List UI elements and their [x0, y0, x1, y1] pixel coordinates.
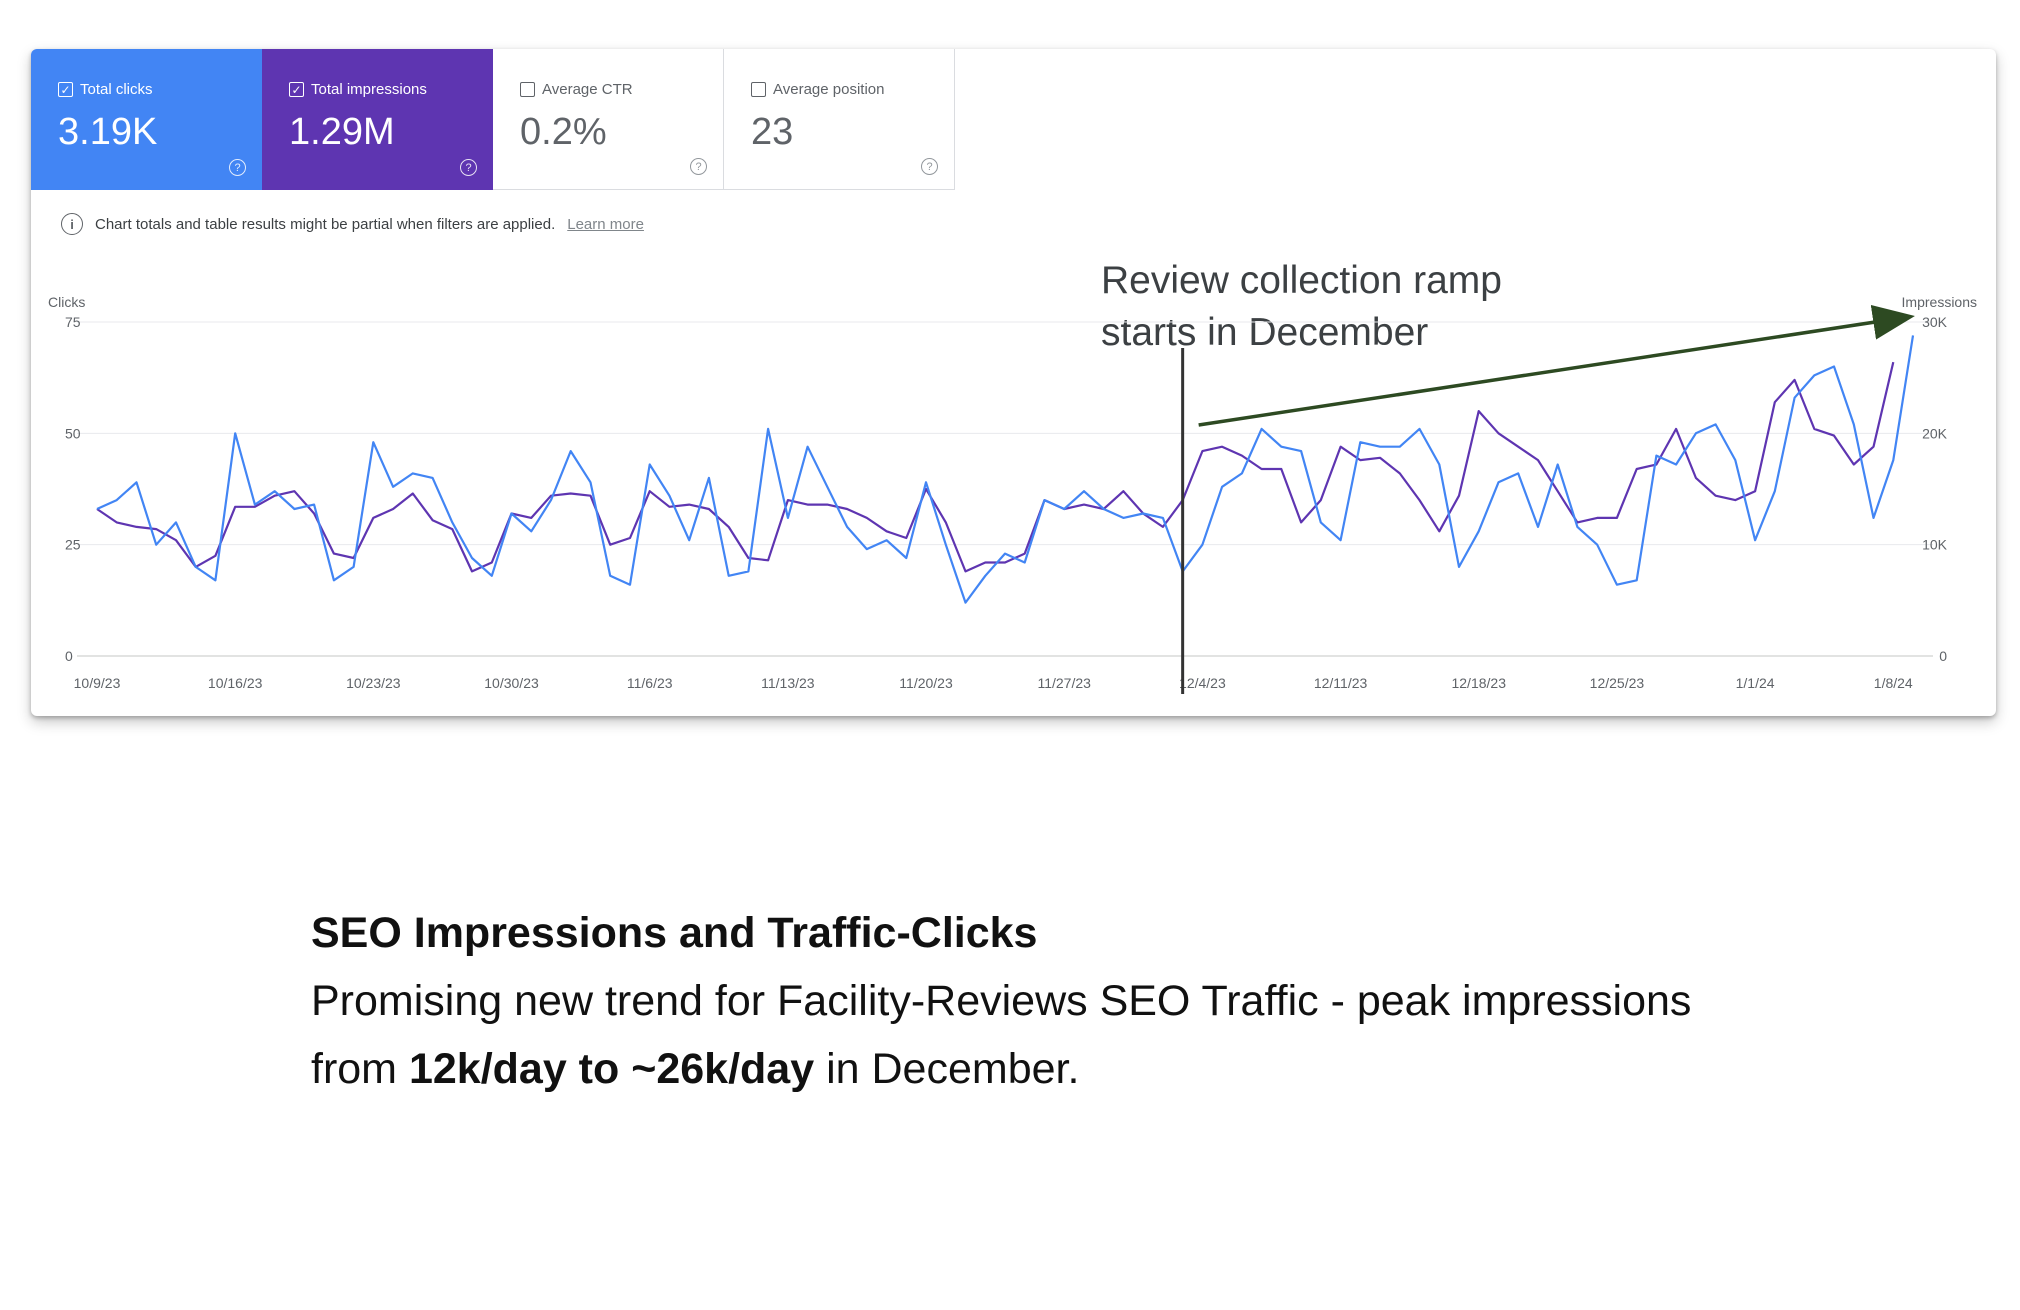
metric-total-impressions[interactable]: ✓ Total impressions 1.29M ?	[262, 49, 493, 190]
x-tick-label: 12/25/23	[1590, 675, 1645, 691]
right-tick-label: 30K	[1922, 314, 1948, 330]
x-tick-label: 11/20/23	[899, 675, 953, 691]
metric-label: Average position	[773, 81, 885, 98]
x-tick-label: 11/13/23	[761, 675, 815, 691]
caption-title: SEO Impressions and Traffic-Clicks	[311, 909, 1038, 957]
help-icon[interactable]: ?	[460, 159, 477, 176]
performance-card: ✓ Total clicks 3.19K ? ✓ Total impressions…	[31, 49, 1996, 716]
metric-value: 1.29M	[289, 111, 395, 153]
x-tick-label: 12/11/23	[1314, 675, 1368, 691]
left-tick-label: 75	[65, 314, 81, 330]
series-line-impressions	[96, 361, 1895, 573]
slide-caption: SEO Impressions and Traffic-Clicks Promi…	[311, 899, 1761, 1103]
trend-arrow	[1198, 304, 1915, 427]
checkbox-unchecked-icon[interactable]	[751, 82, 766, 97]
metric-value: 3.19K	[58, 111, 158, 153]
left-tick-label: 50	[65, 425, 81, 441]
caption-body: Promising new trend for Facility-Reviews…	[311, 967, 1761, 1103]
caption-highlight: 12k/day to ~26k/day	[408, 1045, 815, 1093]
x-tick-label: 1/1/24	[1736, 675, 1775, 691]
x-tick-label: 11/27/23	[1037, 675, 1091, 691]
metric-label: Total clicks	[80, 81, 153, 98]
right-tick-label: 10K	[1922, 537, 1948, 553]
x-tick-label: 10/30/23	[484, 675, 539, 691]
x-tick-label: 12/18/23	[1451, 675, 1506, 691]
metric-average-position[interactable]: Average position 23 ?	[724, 49, 955, 190]
learn-more-link[interactable]: Learn more	[567, 215, 644, 233]
annotation-line-2: starts in December	[1101, 311, 1429, 354]
help-icon[interactable]: ?	[921, 158, 938, 175]
metric-label: Average CTR	[542, 81, 633, 98]
x-tick-label: 10/9/23	[74, 675, 121, 691]
right-axis-title: Impressions	[1902, 294, 1977, 310]
series-line-clicks	[96, 335, 1915, 604]
performance-chart: 0 0 25 10K 50 20K 75 30K Clicks Impressions 10/9/2…	[48, 294, 1977, 694]
left-tick-label: 0	[65, 648, 73, 664]
x-tick-label: 12/4/23	[1179, 675, 1226, 691]
info-icon: i	[61, 213, 83, 235]
notice-text: Chart totals and table results might be …	[95, 215, 556, 233]
left-tick-label: 25	[65, 537, 81, 553]
caption-text-1: Promising new trend for Facility-Reviews…	[311, 977, 1692, 1093]
partial-results-notice: i Chart totals and table results might b…	[61, 213, 644, 235]
metric-total-clicks[interactable]: ✓ Total clicks 3.19K ?	[31, 49, 262, 190]
metric-value: 23	[751, 111, 794, 153]
x-tick-label: 10/23/23	[346, 675, 401, 691]
left-axis-title: Clicks	[48, 294, 85, 310]
x-tick-label: 11/6/23	[627, 675, 673, 691]
right-tick-label: 0	[1939, 648, 1947, 664]
metric-tabs: ✓ Total clicks 3.19K ? ✓ Total impressions…	[31, 49, 955, 190]
metric-value: 0.2%	[520, 111, 607, 153]
metric-label: Total impressions	[311, 81, 427, 98]
checkbox-checked-icon[interactable]: ✓	[58, 82, 73, 97]
x-tick-label: 10/16/23	[208, 675, 263, 691]
checkbox-unchecked-icon[interactable]	[520, 82, 535, 97]
annotation-line-1: Review collection ramp	[1101, 259, 1502, 302]
checkbox-checked-icon[interactable]: ✓	[289, 82, 304, 97]
chart-annotation: Review collection ramp starts in Decembe…	[1101, 255, 1621, 359]
x-tick-label: 1/8/24	[1874, 675, 1913, 691]
right-tick-label: 20K	[1922, 425, 1948, 441]
caption-text-2: in December.	[814, 1045, 1080, 1093]
help-icon[interactable]: ?	[690, 158, 707, 175]
help-icon[interactable]: ?	[229, 159, 246, 176]
metric-average-ctr[interactable]: Average CTR 0.2% ?	[493, 49, 724, 190]
